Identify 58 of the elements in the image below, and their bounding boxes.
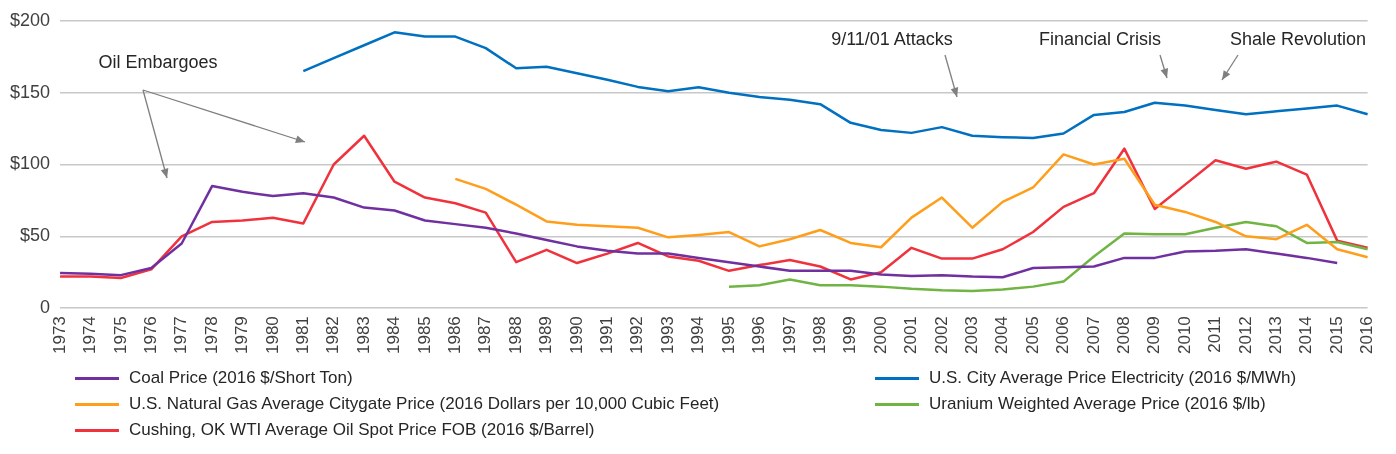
annotation: Financial Crisis — [1038, 28, 1162, 49]
x-tick-label: 2000 — [870, 316, 890, 355]
y-tick-label: $150 — [10, 81, 51, 102]
x-tick-label: 2007 — [1083, 316, 1103, 355]
x-tick-label: 1997 — [779, 316, 799, 355]
x-tick-label: 1990 — [566, 316, 586, 355]
x-tick-label: 2009 — [1144, 316, 1164, 355]
x-tick-label: 2015 — [1326, 316, 1346, 355]
legend-label: Uranium Weighted Average Price (2016 $/lb) — [929, 394, 1266, 414]
x-tick-label: 1989 — [536, 316, 556, 355]
x-tick-label: 1974 — [80, 316, 100, 355]
y-tick-label: $200 — [10, 9, 51, 30]
x-tick-label: 1988 — [505, 316, 525, 355]
x-tick-label: 1991 — [597, 316, 617, 355]
legend-label: Cushing, OK WTI Average Oil Spot Price FOB (2016 $/Barrel) — [129, 420, 595, 440]
x-tick-label: 2006 — [1053, 316, 1073, 355]
x-tick-label: 1985 — [414, 316, 434, 355]
x-tick-label: 1995 — [718, 316, 738, 355]
x-tick-label: 2012 — [1235, 316, 1255, 355]
x-tick-label: 1999 — [840, 316, 860, 355]
x-tick-label: 1980 — [262, 316, 282, 355]
annotation: 9/11/01 Attacks — [831, 28, 953, 49]
x-tick-label: 1975 — [110, 316, 130, 355]
x-tick-label: 1996 — [749, 316, 769, 355]
y-tick-label: 0 — [40, 297, 51, 318]
x-tick-label: 1979 — [232, 316, 252, 355]
annotation: Oil Embargoes — [98, 51, 218, 72]
x-tick-label: 1987 — [475, 316, 495, 355]
x-tick-label: 2008 — [1114, 316, 1134, 355]
y-tick-label: $100 — [10, 153, 51, 174]
x-tick-label: 2003 — [961, 316, 981, 355]
x-tick-label: 2013 — [1266, 316, 1286, 355]
x-tick-label: 1994 — [688, 316, 708, 355]
legend-label: U.S. City Average Price Electricity (2016 $/MWh) — [929, 368, 1297, 388]
legend-label: U.S. Natural Gas Average Citygate Price (2016 Dollars per 10,000 Cubic Feet) — [129, 394, 720, 414]
x-tick-label: 2016 — [1357, 316, 1377, 355]
x-tick-label: 1973 — [49, 316, 69, 355]
x-tick-label: 1993 — [657, 316, 677, 355]
x-tick-label: 1981 — [293, 316, 312, 355]
x-tick-label: 2011 — [1205, 316, 1225, 353]
x-tick-label: 1983 — [353, 316, 373, 355]
x-tick-label: 1992 — [627, 316, 647, 355]
x-tick-label: 2014 — [1296, 316, 1316, 355]
x-tick-label: 2001 — [901, 316, 921, 355]
x-tick-label: 2002 — [931, 316, 951, 355]
annotation: Shale Revolution — [1229, 28, 1367, 49]
x-tick-label: 1976 — [140, 316, 160, 355]
x-tick-label: 1978 — [201, 316, 221, 355]
x-tick-label: 1982 — [323, 316, 343, 355]
legend-label: Coal Price (2016 $/Short Ton) — [129, 368, 353, 388]
x-tick-label: 2005 — [1022, 316, 1042, 355]
x-tick-label: 1998 — [809, 316, 829, 355]
x-tick-label: 2010 — [1174, 316, 1194, 355]
x-tick-label: 1984 — [384, 316, 404, 355]
y-tick-label: $50 — [20, 225, 51, 246]
x-tick-label: 2004 — [992, 316, 1012, 355]
x-tick-label: 1977 — [171, 316, 191, 355]
x-tick-label: 1986 — [445, 316, 465, 355]
